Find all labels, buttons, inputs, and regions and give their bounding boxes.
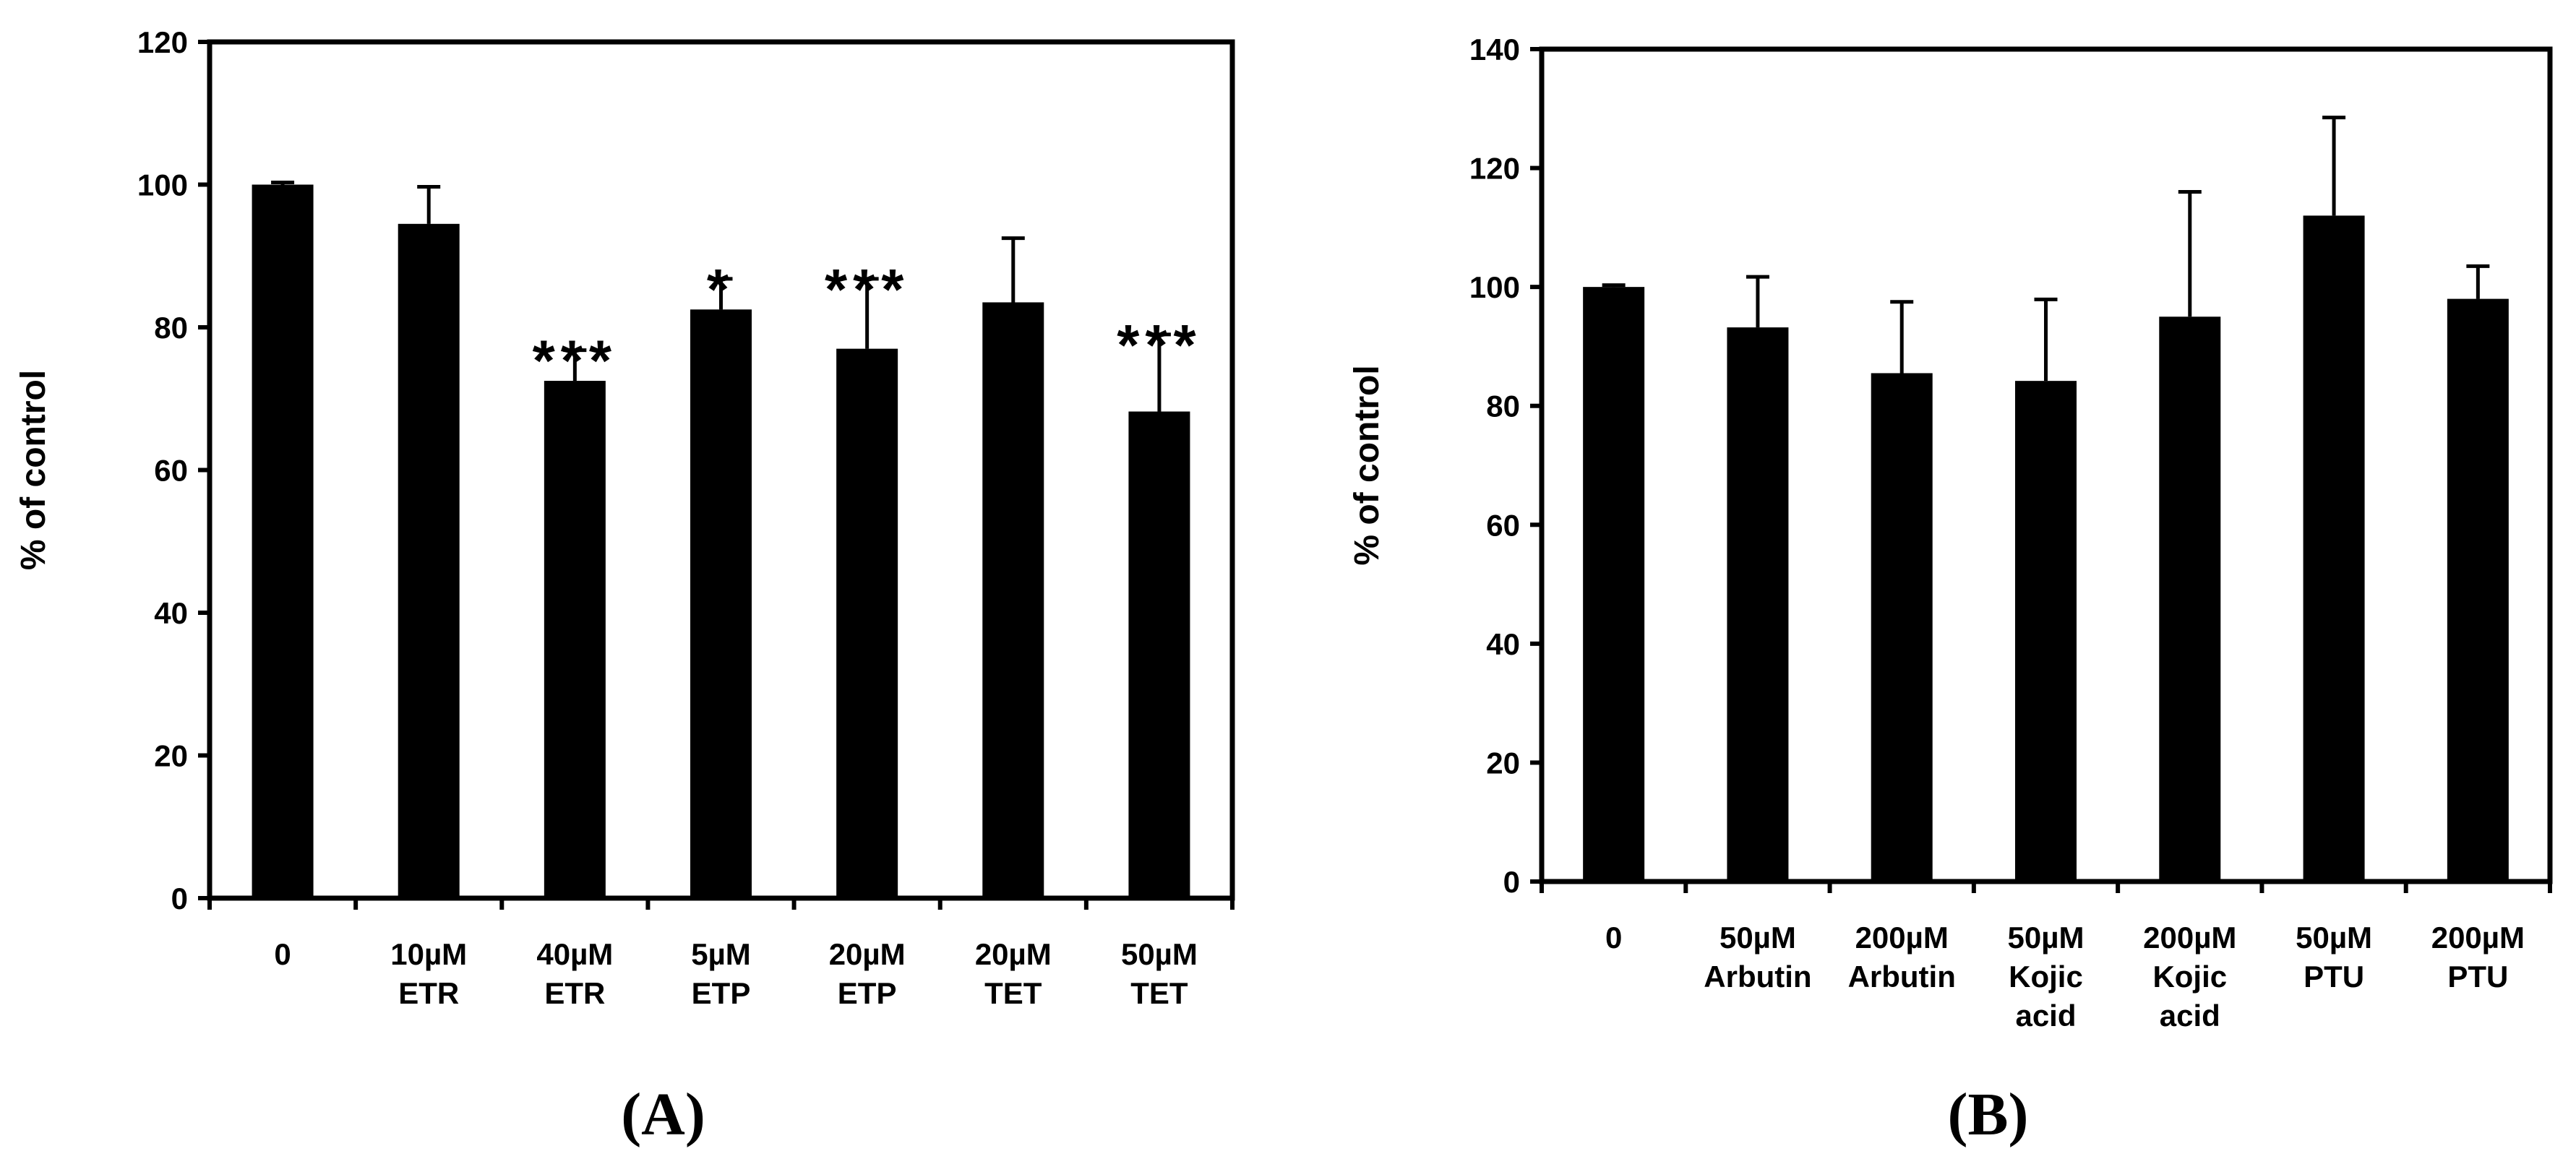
significance-marker: *** <box>825 257 909 322</box>
y-tick-label: 0 <box>171 882 188 915</box>
x-category-label: 50µM <box>2008 921 2085 955</box>
y-tick-label: 20 <box>154 739 188 773</box>
y-tick-label: 120 <box>137 25 188 59</box>
bar <box>1727 327 1789 882</box>
x-category-label: Arbutin <box>1704 960 1811 994</box>
x-category-label: ETP <box>692 976 751 1010</box>
bar <box>2447 298 2509 882</box>
bar <box>1128 411 1190 898</box>
bar <box>690 309 752 898</box>
x-category-label: PTU <box>2304 960 2364 994</box>
x-category-label: ETR <box>544 976 605 1010</box>
x-category-label: Kojic <box>2009 960 2083 994</box>
y-tick-label: 60 <box>1486 508 1520 542</box>
bar <box>836 348 898 898</box>
x-category-label: 200µM <box>2431 921 2525 955</box>
bar <box>2015 381 2077 882</box>
x-category-label: acid <box>2160 999 2220 1033</box>
y-tick-label: 60 <box>154 454 188 488</box>
y-tick-label: 40 <box>154 596 188 630</box>
x-category-label: 50µM <box>1121 937 1198 971</box>
significance-marker: *** <box>533 329 617 393</box>
y-tick-label: 100 <box>137 168 188 202</box>
y-tick-label: 20 <box>1486 746 1520 780</box>
x-category-label: TET <box>1130 976 1188 1010</box>
y-tick-label: 80 <box>154 311 188 345</box>
x-category-label: 50µM <box>1720 921 1796 955</box>
x-category-label: ETP <box>838 976 897 1010</box>
x-category-label: TET <box>984 976 1042 1010</box>
x-category-label: 40µM <box>536 937 613 971</box>
x-category-label: 0 <box>274 937 291 971</box>
y-tick-label: 120 <box>1469 152 1520 186</box>
y-tick-label: 140 <box>1469 33 1520 66</box>
x-category-label: acid <box>2015 999 2076 1033</box>
x-category-label: 50µM <box>2296 921 2372 955</box>
x-category-label: 200µM <box>2143 921 2236 955</box>
bar <box>398 223 460 898</box>
bar <box>544 381 606 898</box>
x-category-label: 10µM <box>390 937 467 971</box>
panel-a-chart: 0 20 40 60 80 100 120 0 10µM ETR *** 40µM ETR * 5µM ETP… <box>14 25 1235 1148</box>
x-category-label: Kojic <box>2152 960 2227 994</box>
panel-b-chart: 0 20 40 60 80 100 120 140 0 50µM Arbutin 200µM Arbut… <box>1348 33 2553 1148</box>
x-category-label: 200µM <box>1855 921 1949 955</box>
y-tick-label: 0 <box>1503 865 1520 899</box>
y-tick-label: 40 <box>1486 627 1520 661</box>
bar <box>252 184 314 898</box>
panel-label: (A) <box>621 1081 705 1148</box>
x-category-label: Arbutin <box>1848 960 1956 994</box>
bar <box>2303 215 2365 882</box>
bar <box>982 302 1044 898</box>
x-category-label: 20µM <box>829 937 906 971</box>
significance-marker: * <box>707 257 735 322</box>
x-category-label: 0 <box>1605 921 1622 955</box>
bar <box>2159 316 2221 882</box>
panel-label: (B) <box>1948 1081 2029 1148</box>
x-category-label: 5µM <box>691 937 751 971</box>
y-axis-title: % of control <box>1348 365 1386 565</box>
x-category-label: PTU <box>2447 960 2508 994</box>
y-axis-title: % of control <box>14 370 53 570</box>
x-category-label: 20µM <box>975 937 1052 971</box>
y-tick-label: 80 <box>1486 389 1520 423</box>
y-tick-label: 100 <box>1469 270 1520 304</box>
x-category-label: ETR <box>398 976 459 1010</box>
bar <box>1871 373 1933 882</box>
significance-marker: *** <box>1117 313 1201 377</box>
bar <box>1583 287 1645 882</box>
